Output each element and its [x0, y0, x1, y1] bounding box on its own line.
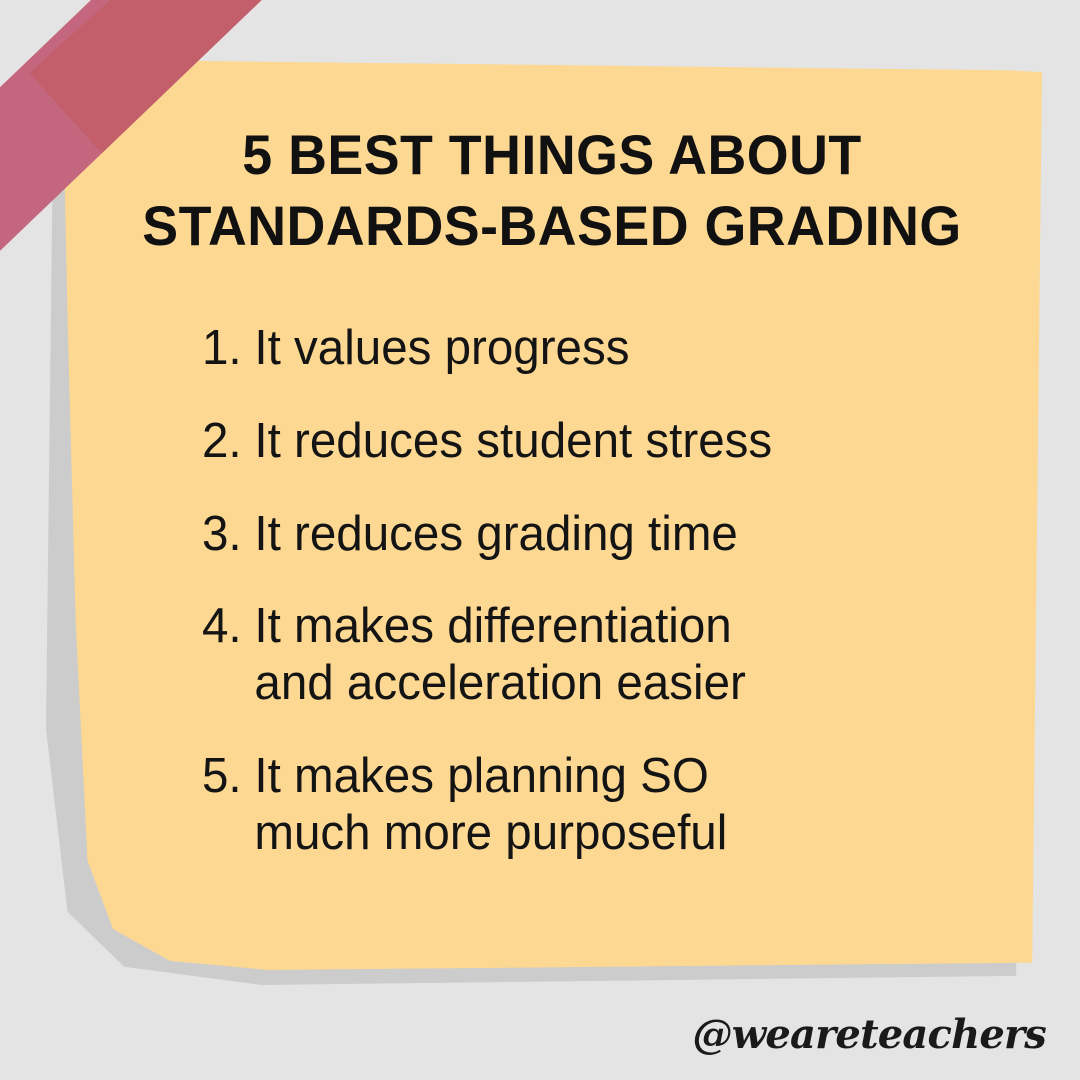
list-item-text: It reduces grading time	[254, 506, 738, 561]
list-item-text: It reduces student stress	[254, 413, 773, 468]
list-item-text: It values progress	[254, 321, 630, 375]
watermark-handle: @weareteachers	[692, 1011, 1047, 1058]
list-item-number: 3.	[202, 506, 242, 561]
list-item: 5. It makes planning SO much more purpos…	[202, 748, 978, 862]
note-content: 5 Best Things About Standards-Based Grad…	[62, 58, 1042, 970]
list-item-number: 5.	[202, 749, 242, 804]
list-item: 2. It reduces student stress	[202, 413, 978, 470]
page-title-line-1: 5 Best Things About	[242, 123, 862, 186]
list-item-number: 2.	[202, 413, 242, 468]
list-item: 3. It reduces grading time	[202, 506, 978, 563]
benefits-list: 1. It values progress 2. It reduces stud…	[202, 320, 1002, 862]
page-title-line-2: Standards-Based Grading	[142, 193, 962, 257]
list-item-text: It makes differentiation and acceleratio…	[254, 599, 746, 711]
list-item-text: It makes planning SO much more purposefu…	[254, 749, 728, 860]
list-item: 1. It values progress	[202, 320, 978, 377]
list-item-number: 4.	[202, 599, 242, 654]
list-item: 4. It makes differentiation and accelera…	[202, 598, 978, 712]
page-title: 5 Best Things About Standards-Based Grad…	[82, 120, 1023, 261]
list-item-number: 1.	[202, 321, 242, 375]
